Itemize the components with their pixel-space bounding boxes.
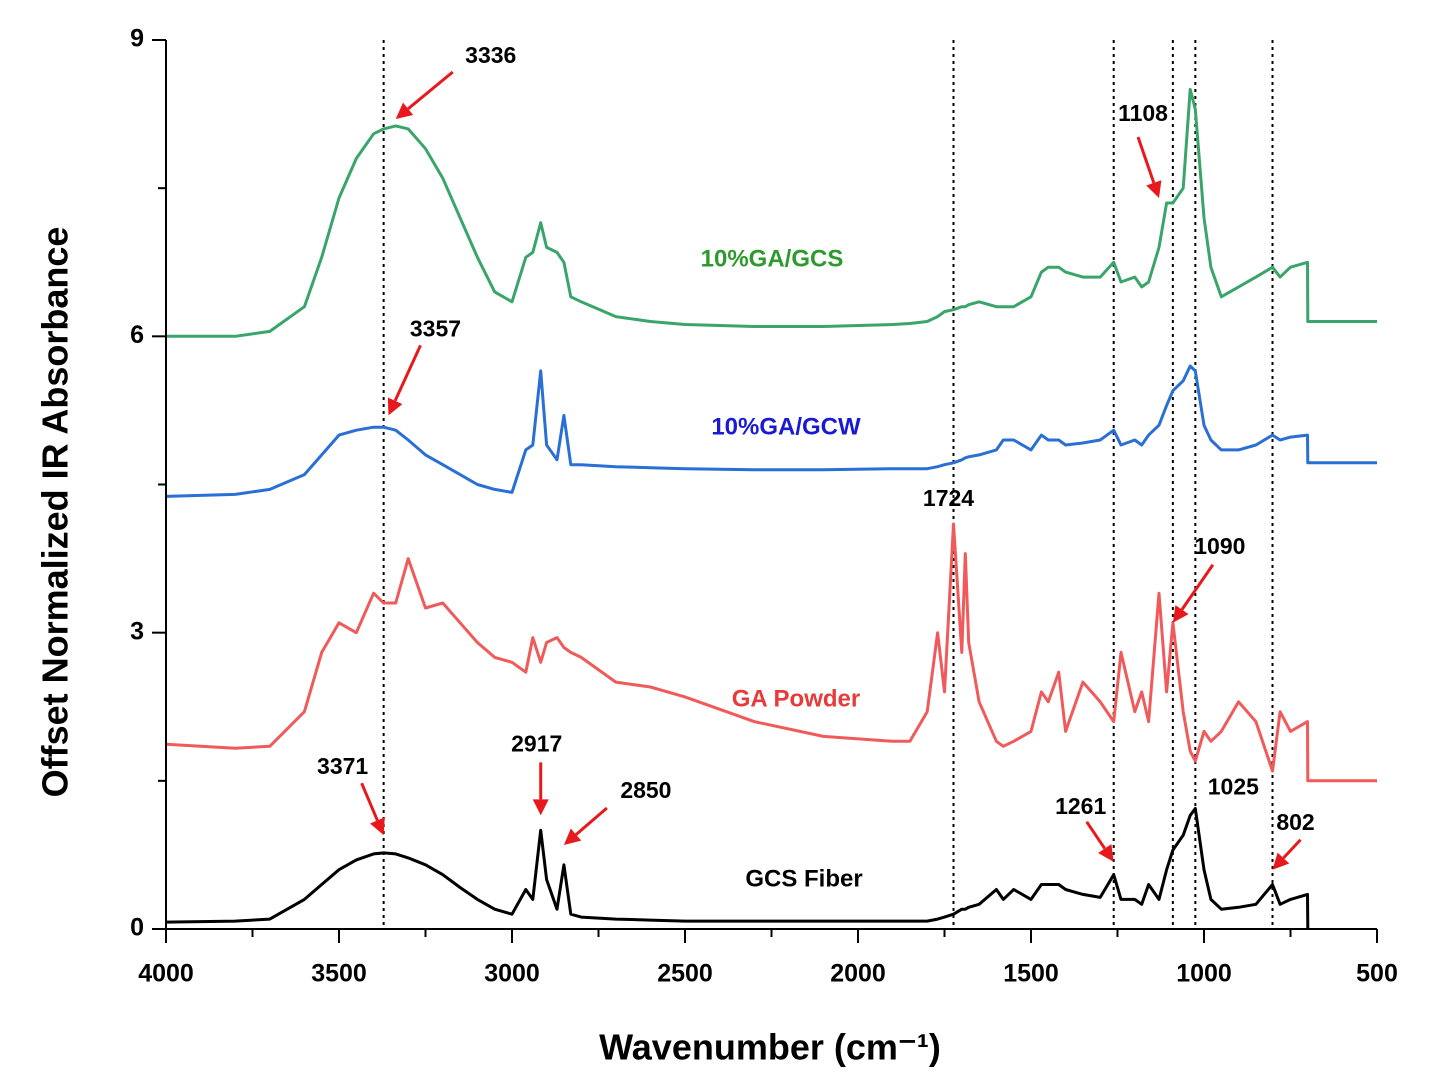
y-tick-label: 0: [130, 914, 144, 942]
annotation-arrowhead: [1146, 180, 1162, 199]
series-line: [165, 364, 1377, 498]
annotation-label: 2850: [620, 777, 671, 803]
x-tick-label: 1000: [1176, 960, 1232, 988]
x-tick-label: 2000: [830, 960, 886, 988]
series-line: [165, 807, 1310, 930]
y-tick-label: 9: [130, 25, 144, 53]
annotation-label: 3371: [317, 753, 368, 779]
series-label: 10%GA/GCW: [711, 413, 861, 440]
x-tick-label: 1500: [1003, 960, 1059, 988]
annotation-arrowhead: [1172, 605, 1189, 623]
annotation-arrow: [575, 806, 608, 836]
annotation-arrow: [1282, 838, 1302, 860]
x-axis-title: Wavenumber (cm⁻¹): [599, 1027, 941, 1068]
annotation-label: 1108: [1118, 100, 1168, 126]
y-tick-label: 6: [130, 321, 144, 349]
y-axis-title: Offset Normalized IR Absorbance: [35, 227, 76, 798]
series-line: [165, 522, 1377, 783]
annotation-arrow: [360, 782, 379, 822]
annotation-label: 1025: [1208, 774, 1259, 800]
annotation-label: 802: [1276, 809, 1314, 835]
annotation-arrow: [393, 344, 422, 402]
annotation-label: 1261: [1055, 793, 1106, 819]
y-tick-label: 3: [130, 617, 144, 645]
x-tick-label: 4000: [138, 960, 194, 988]
x-tick-label: 3500: [311, 960, 367, 988]
annotation-label: 2917: [511, 730, 562, 756]
annotation-arrowhead: [532, 799, 549, 816]
series-label: 10%GA/GCS: [701, 245, 844, 272]
annotation-arrowhead: [395, 102, 414, 120]
annotation-label: 3357: [410, 315, 461, 341]
annotation-arrowhead: [370, 817, 385, 836]
annotation-arrowhead: [1272, 852, 1290, 870]
series-label: GA Powder: [732, 685, 860, 712]
annotation-arrow: [1180, 563, 1215, 611]
x-tick-label: 3000: [484, 960, 540, 988]
annotation-arrow: [407, 70, 454, 111]
annotation-arrow: [1136, 136, 1156, 184]
annotation-arrowhead: [563, 828, 582, 846]
annotation-arrowhead: [387, 397, 403, 416]
annotation-arrowhead: [1098, 844, 1114, 862]
annotation-label: 1090: [1194, 533, 1245, 559]
annotation-arrow: [1085, 820, 1106, 850]
x-tick-label: 500: [1356, 960, 1398, 988]
series-line: [166, 87, 1377, 338]
annotation-label: 3336: [465, 42, 516, 68]
annotation-label: 1724: [923, 485, 974, 511]
series-label: GCS Fiber: [745, 865, 862, 892]
x-tick-label: 2500: [657, 960, 713, 988]
